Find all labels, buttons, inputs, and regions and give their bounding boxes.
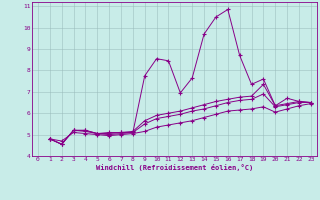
X-axis label: Windchill (Refroidissement éolien,°C): Windchill (Refroidissement éolien,°C): [96, 164, 253, 171]
